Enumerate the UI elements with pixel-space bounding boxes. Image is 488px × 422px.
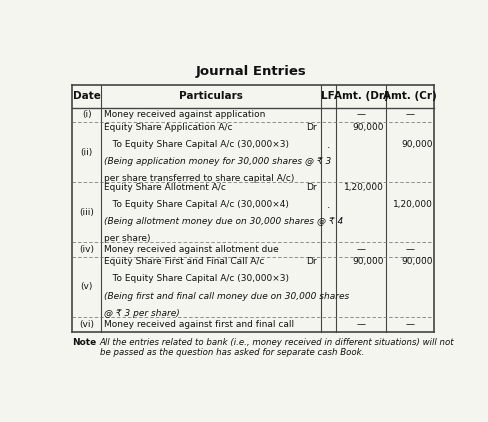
Text: (i): (i) [81,111,91,119]
Text: Money received against application: Money received against application [104,111,265,119]
Text: (ii): (ii) [81,148,93,157]
Text: (Being application money for 30,000 shares @ ₹ 3: (Being application money for 30,000 shar… [104,157,330,166]
Text: (iv): (iv) [79,245,94,254]
Text: Amt. (Dr): Amt. (Dr) [333,91,387,101]
Text: Date: Date [73,91,101,101]
Text: Particulars: Particulars [179,91,242,101]
Text: —: — [405,320,414,329]
Text: Money received against allotment due: Money received against allotment due [104,245,278,254]
Text: Journal Entries: Journal Entries [195,65,305,78]
Text: —: — [356,245,365,254]
Text: To Equity Share Capital A/c (30,000×4): To Equity Share Capital A/c (30,000×4) [104,200,288,208]
Text: @ ₹ 3 per share): @ ₹ 3 per share) [104,308,179,318]
Text: —: — [405,111,414,119]
Text: Dr: Dr [305,123,316,132]
Text: Money received against first and final call: Money received against first and final c… [104,320,293,329]
Text: .: . [326,200,329,210]
Text: All the entries related to bank (i.e., money received in different situations) w: All the entries related to bank (i.e., m… [100,338,453,357]
Text: 90,000: 90,000 [400,257,432,266]
Text: .: . [326,140,329,150]
Text: Equity Share Allotment A/c: Equity Share Allotment A/c [104,183,225,192]
Text: 90,000: 90,000 [400,140,432,149]
Text: 90,000: 90,000 [352,123,383,132]
Text: 1,20,000: 1,20,000 [392,200,432,208]
Text: To Equity Share Capital A/c (30,000×3): To Equity Share Capital A/c (30,000×3) [104,140,288,149]
Text: Equity Share First and Final Call A/c: Equity Share First and Final Call A/c [104,257,264,266]
Text: —: — [356,111,365,119]
Text: LF: LF [321,91,334,101]
Text: Dr: Dr [305,257,316,266]
Text: (v): (v) [81,282,93,291]
Text: per share transferred to share capital A/c): per share transferred to share capital A… [104,174,294,183]
Text: per share): per share) [104,234,150,243]
Text: Dr: Dr [305,183,316,192]
Text: —: — [356,320,365,329]
Text: —: — [405,245,414,254]
Text: (iii): (iii) [79,208,94,216]
Text: (Being allotment money due on 30,000 shares @ ₹ 4: (Being allotment money due on 30,000 sha… [104,217,343,226]
Text: 90,000: 90,000 [352,257,383,266]
Text: (vi): (vi) [79,320,94,329]
Text: Equity Share Application A/c: Equity Share Application A/c [104,123,232,132]
Text: To Equity Share Capital A/c (30,000×3): To Equity Share Capital A/c (30,000×3) [104,274,288,284]
Text: Note: Note [72,338,97,346]
Text: Amt. (Cr): Amt. (Cr) [383,91,436,101]
Text: 1,20,000: 1,20,000 [344,183,383,192]
Text: (Being first and final call money due on 30,000 shares: (Being first and final call money due on… [104,292,348,300]
